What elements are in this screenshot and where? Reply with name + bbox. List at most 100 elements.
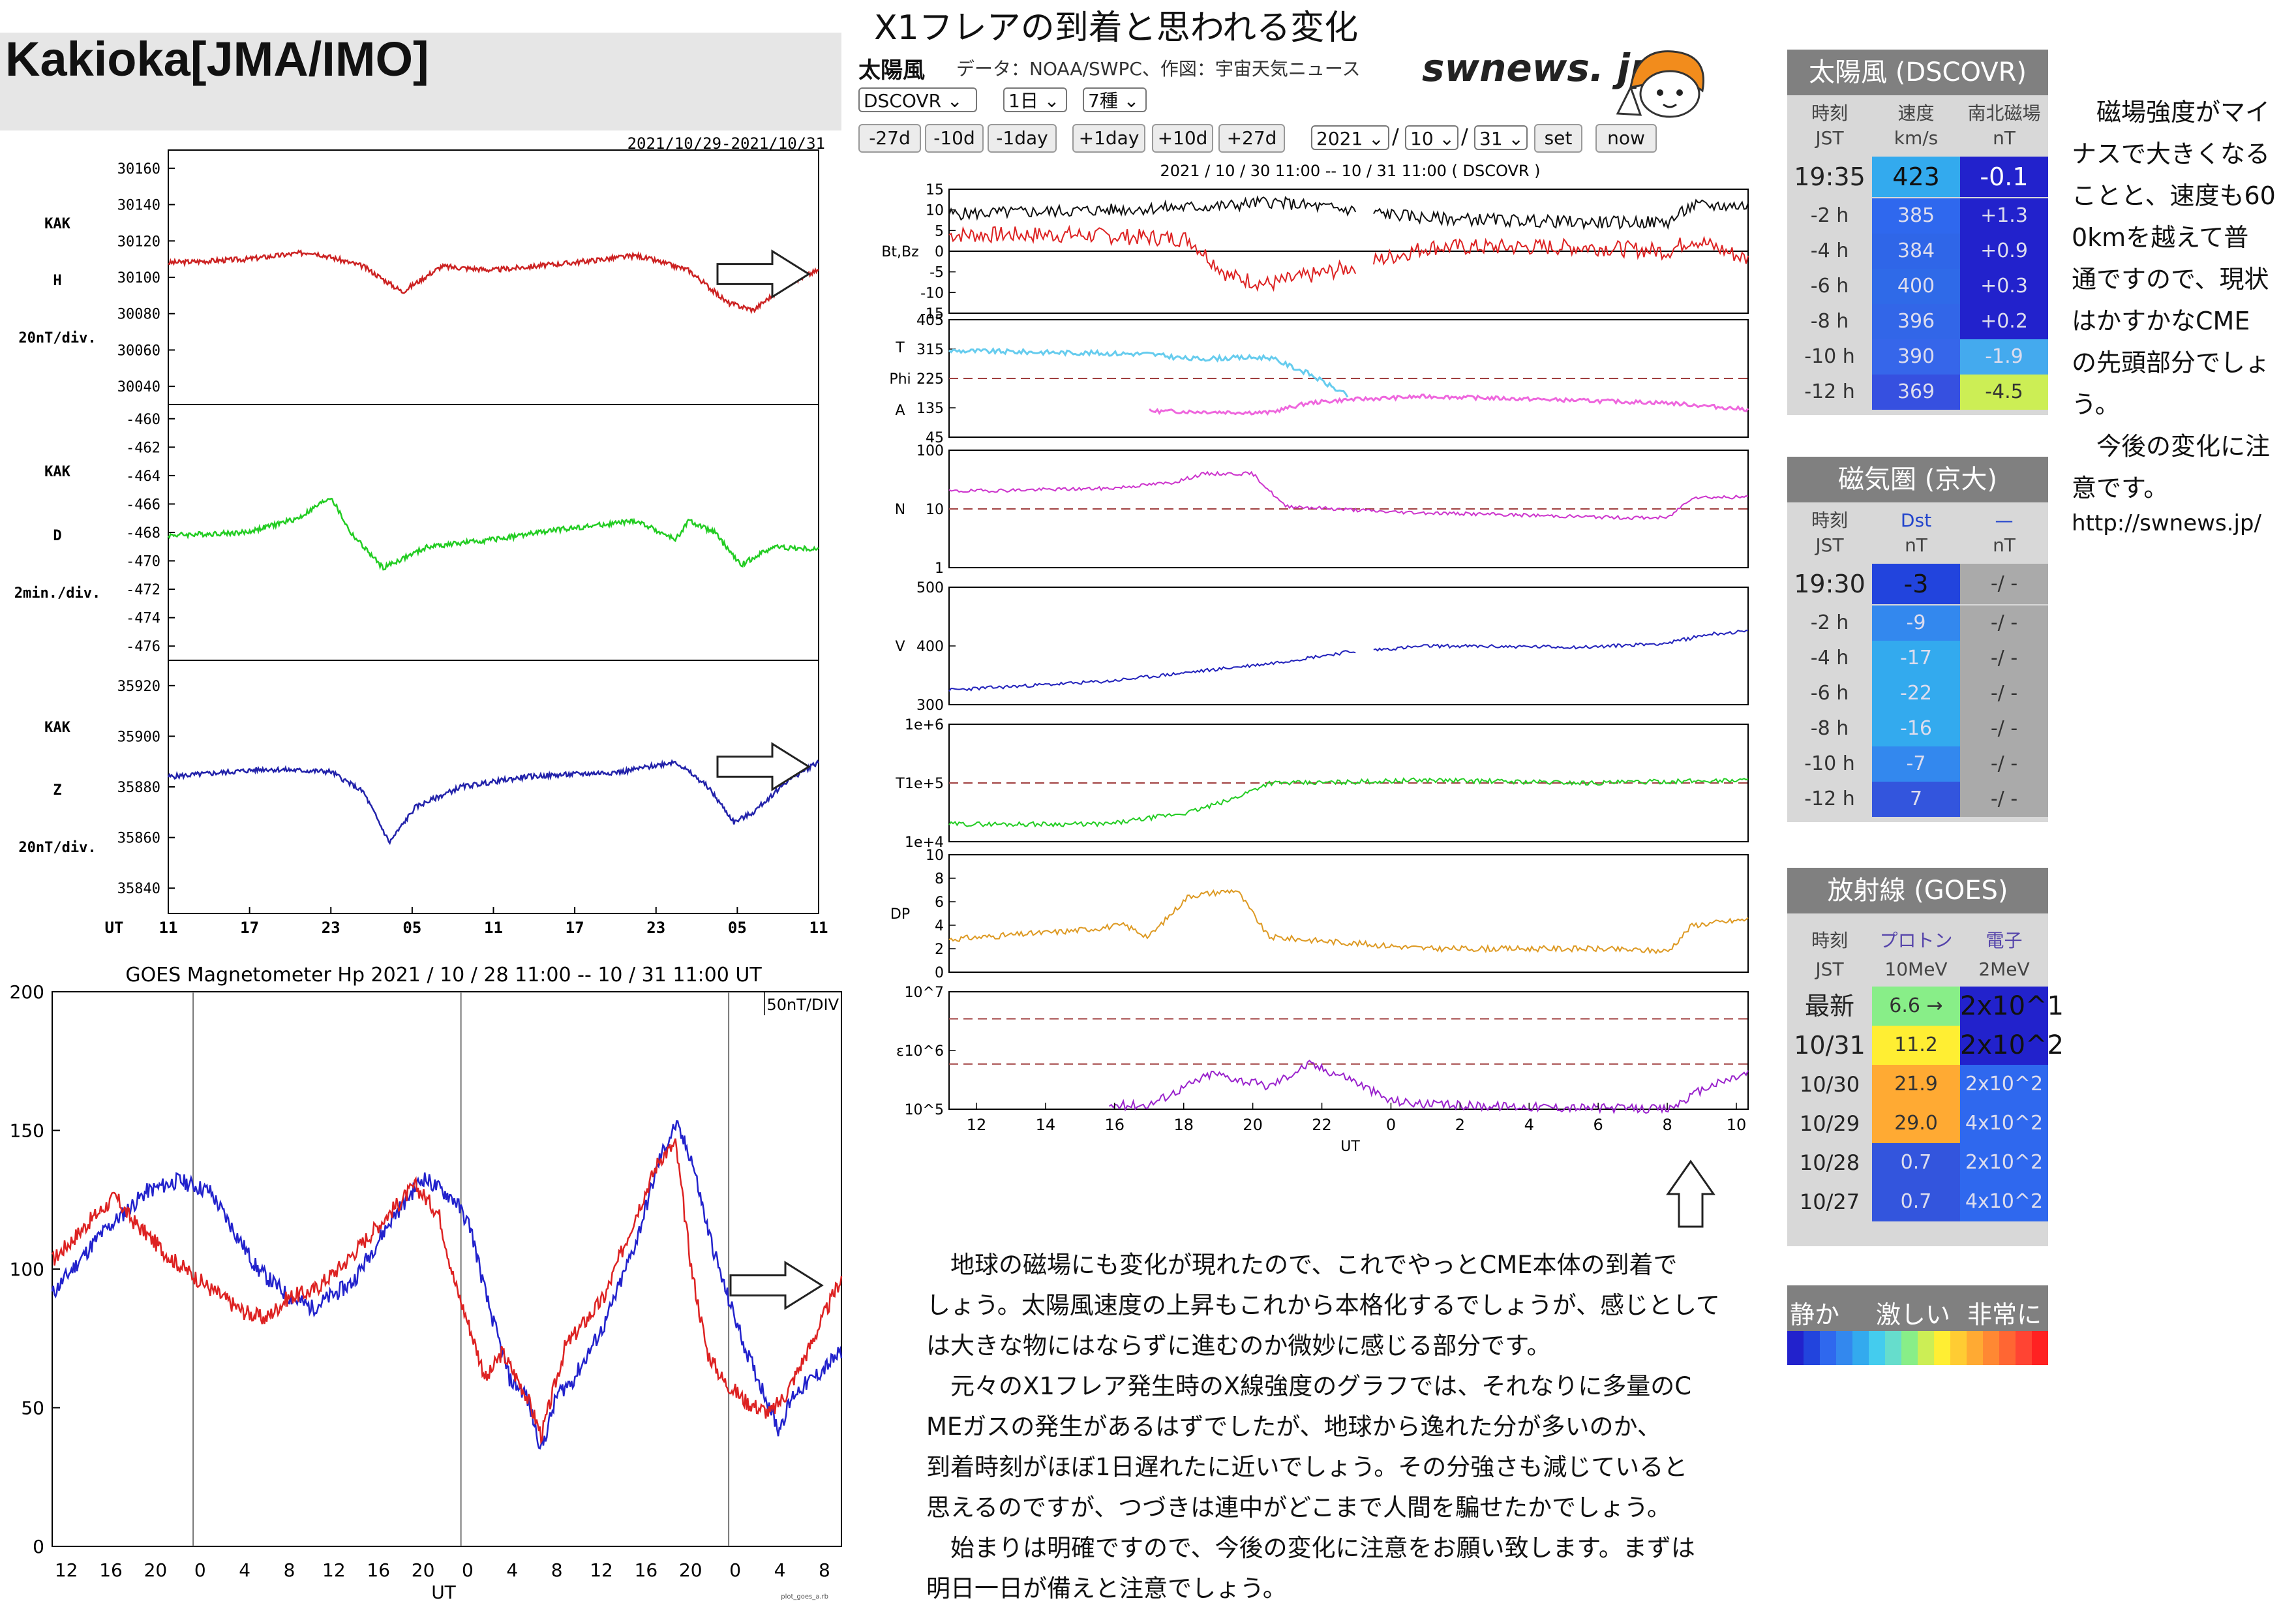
- goes-scale-label: 50nT/DIV: [767, 996, 839, 1014]
- minus-1day-button[interactable]: -1day: [988, 124, 1057, 153]
- now-button[interactable]: now: [1595, 124, 1657, 153]
- sw-xtick-label: 0: [1386, 1116, 1396, 1134]
- row-dst: 7: [1872, 782, 1960, 817]
- legend-swatch: [1983, 1331, 1999, 1365]
- dscovr-table-title: 太陽風 (DSCOVR): [1787, 50, 2048, 95]
- table-header-unit: 2MeV: [1978, 958, 2030, 980]
- sw-xtick-label: 14: [1036, 1116, 1056, 1134]
- goes-xtick-label: 8: [819, 1559, 830, 1581]
- sw-tick-label: 0: [935, 244, 944, 260]
- sw-tick-label: 8: [935, 871, 944, 887]
- goes-xtick-label: 12: [590, 1559, 613, 1581]
- row-time: -10 h: [1804, 752, 1855, 775]
- side-note-line: 0kmを越えて普: [2072, 223, 2249, 252]
- row-proton: 6.6 →: [1872, 987, 1960, 1026]
- legend-swatch: [1885, 1331, 1901, 1365]
- kakioka-xtick-label: 05: [402, 919, 421, 937]
- goes-red-trace: [51, 1138, 843, 1445]
- plus-1day-button[interactable]: +1day: [1072, 124, 1145, 153]
- kinds-select[interactable]: 7種 ⌄: [1083, 87, 1147, 112]
- kakioka-header-bar: [0, 33, 841, 130]
- source-select[interactable]: DSCOVR ⌄: [858, 87, 977, 112]
- legend-swatch: [1836, 1331, 1852, 1365]
- kakioka-tick-label: 30080: [117, 307, 160, 323]
- row-dst: -17: [1872, 641, 1960, 676]
- minus-10d-button[interactable]: -10d: [925, 124, 984, 153]
- legend-swatch: [1934, 1331, 1950, 1365]
- row-time: -8 h: [1810, 310, 1849, 333]
- sw-panel-label: A: [895, 403, 905, 419]
- table-header: 時刻: [1811, 930, 1848, 951]
- goes-xtick-label: 20: [144, 1559, 168, 1581]
- row-time: 10/27: [1799, 1189, 1860, 1214]
- kakioka-station-label: KAK: [44, 720, 70, 736]
- row-bz: -1.9: [1960, 339, 2048, 375]
- sw-xtick-label: 18: [1173, 1116, 1194, 1134]
- goes-ytick-label: 100: [10, 1259, 44, 1280]
- row-electron: 4x10^2: [1960, 1182, 2048, 1221]
- year-select[interactable]: 2021 ⌄: [1311, 125, 1389, 150]
- side-note-line: 意です。: [2072, 474, 2169, 502]
- kakioka-title: Kakioka[JMA/IMO]: [5, 32, 429, 86]
- sw-panel-label: T: [895, 776, 905, 792]
- sw-xtick-label: 6: [1594, 1116, 1603, 1134]
- sw-up-arrow: [1666, 1159, 1715, 1228]
- row-dst: -22: [1872, 676, 1960, 711]
- commentary-line: は大きな物にはならずに進むのか微妙に感じる部分です。: [926, 1332, 1551, 1360]
- minus-27d-button[interactable]: -27d: [858, 124, 921, 153]
- day-select[interactable]: 31 ⌄: [1474, 125, 1528, 150]
- sw-tick-label: 15: [926, 182, 944, 198]
- side-note-line: の先頭部分でしょ: [2072, 348, 2271, 377]
- sw-tick-label: -15: [920, 306, 944, 322]
- legend-swatch: [1804, 1331, 1820, 1365]
- table-header: Dst: [1900, 510, 1932, 531]
- goes-ytick-label: 50: [21, 1398, 44, 1419]
- row-bz: -4.5: [1960, 375, 2048, 410]
- table-header: プロトン: [1879, 930, 1953, 951]
- table-header-unit: nT: [1993, 534, 2016, 556]
- goes-xtick-label: 4: [239, 1559, 250, 1581]
- kakioka-scale-label: 20nT/div.: [18, 330, 96, 346]
- kakioka-tick-label: 30100: [117, 270, 160, 286]
- latest-dst: -3: [1872, 564, 1960, 604]
- row-proton: 0.7: [1872, 1182, 1960, 1221]
- plus-27d-button[interactable]: +27d: [1218, 124, 1285, 153]
- month-select-value: 10: [1410, 128, 1434, 149]
- kakioka-component-label: H: [53, 273, 61, 289]
- goes-footnote: plot_goes_a.rb: [781, 1593, 828, 1601]
- row-time: -10 h: [1804, 345, 1855, 368]
- side-note-line: ナスで大きくなる: [2072, 140, 2271, 168]
- legend-very: 非常に: [1967, 1300, 2042, 1329]
- commentary-line: MEガスの発生があるはずでしたが、地球から逸れた分が多いのか、: [926, 1413, 1661, 1441]
- kakioka-trace-Z: [167, 759, 820, 846]
- legend-swatch: [1967, 1331, 1983, 1365]
- kakioka-tick-label: -460: [126, 412, 160, 428]
- sw-panel-label: Bt,Bz: [881, 244, 918, 260]
- month-select[interactable]: 10 ⌄: [1405, 125, 1458, 150]
- goes-xtick-label: 16: [367, 1559, 390, 1581]
- sw-tick-label: -10: [920, 285, 944, 301]
- kakioka-panel-frame: [168, 660, 819, 914]
- side-note-line: う。: [2072, 390, 2120, 419]
- sw-xtick-label: 2: [1455, 1116, 1465, 1134]
- row-time: -2 h: [1810, 611, 1849, 634]
- row-bz: +0.3: [1960, 269, 2048, 304]
- goes-xtick-label: 16: [99, 1559, 123, 1581]
- goes-xtick-label: 0: [462, 1559, 474, 1581]
- table-header-unit: JST: [1815, 534, 1844, 556]
- range-select[interactable]: 1日 ⌄: [1003, 87, 1067, 112]
- row-proton: 0.7: [1872, 1143, 1960, 1182]
- kakioka-xtick-label: 11: [809, 919, 828, 937]
- row-other: -/ -: [1960, 711, 2048, 746]
- sw-tick-label: 0: [935, 965, 944, 981]
- set-button[interactable]: set: [1534, 124, 1582, 153]
- legend-swatch: [2016, 1331, 2032, 1365]
- plus-10d-button[interactable]: +10d: [1152, 124, 1213, 153]
- row-other: -/ -: [1960, 641, 2048, 676]
- legend-quiet: 静か: [1790, 1300, 1840, 1329]
- range-select-value: 1日: [1008, 90, 1038, 112]
- table-header-unit: km/s: [1894, 127, 1939, 149]
- side-note-line: はかすかなCME: [2072, 307, 2250, 335]
- goes-xtick-label: 0: [729, 1559, 741, 1581]
- legend-swatch: [1820, 1331, 1836, 1365]
